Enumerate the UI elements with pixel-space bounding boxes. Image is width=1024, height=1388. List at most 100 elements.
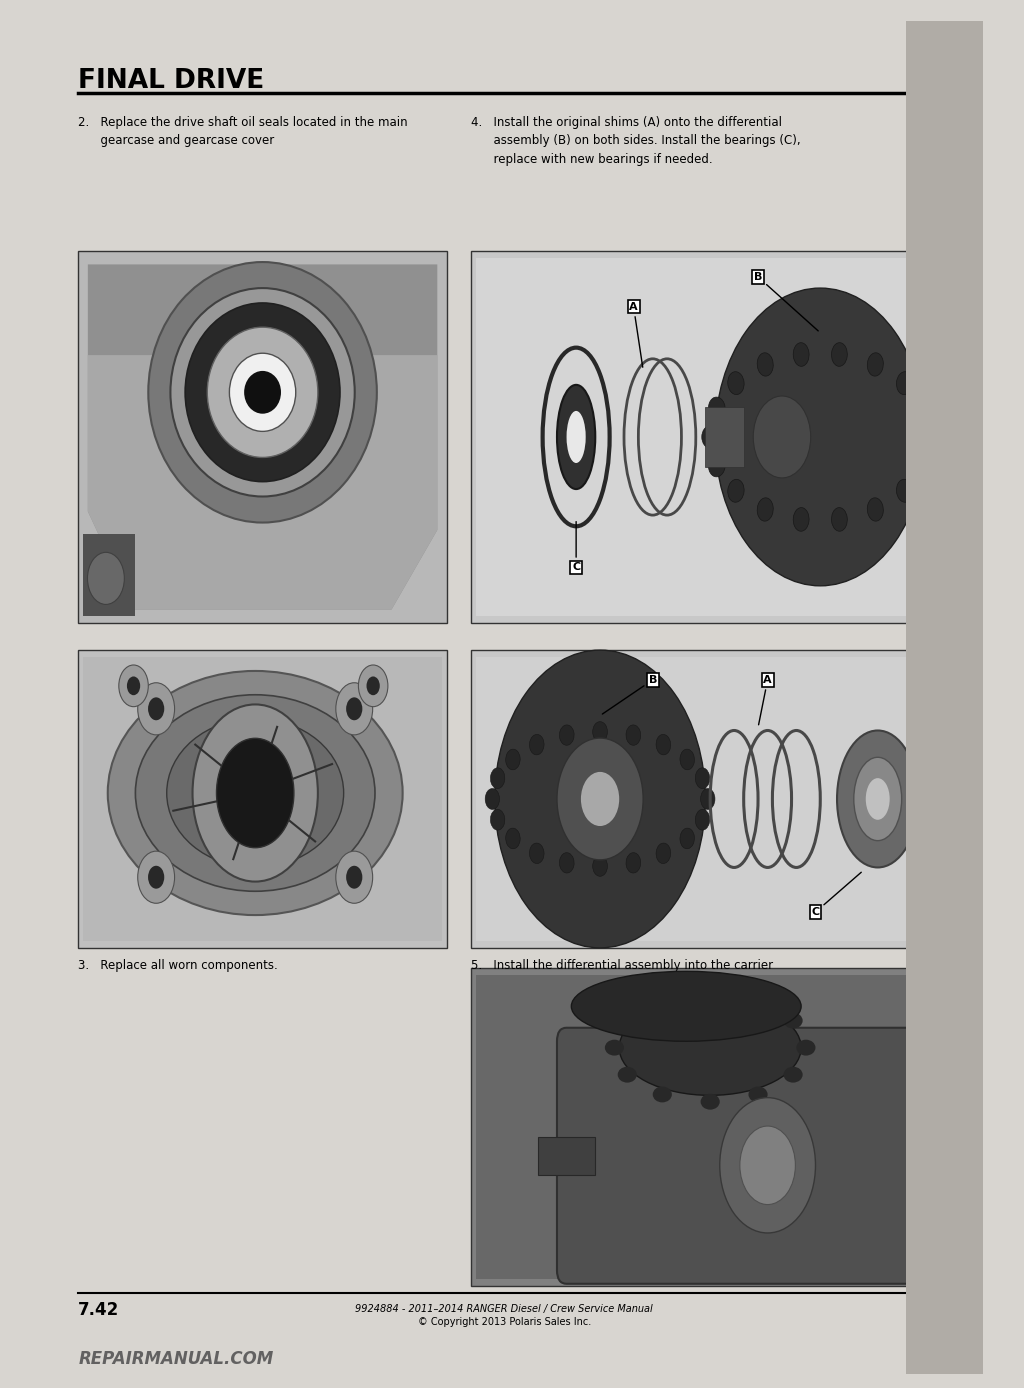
FancyBboxPatch shape xyxy=(557,1027,921,1284)
Ellipse shape xyxy=(797,1040,815,1056)
Circle shape xyxy=(358,665,388,706)
Text: 2.   Replace the drive shaft oil seals located in the main: 2. Replace the drive shaft oil seals loc… xyxy=(78,115,408,129)
Text: FINAL DRIVE: FINAL DRIVE xyxy=(78,68,264,94)
Ellipse shape xyxy=(794,508,809,532)
Ellipse shape xyxy=(620,999,801,1095)
Text: A: A xyxy=(759,675,772,725)
Circle shape xyxy=(336,683,373,734)
Ellipse shape xyxy=(490,768,505,788)
Ellipse shape xyxy=(728,372,744,394)
Circle shape xyxy=(581,772,620,826)
Circle shape xyxy=(193,705,317,881)
Ellipse shape xyxy=(656,843,671,863)
Ellipse shape xyxy=(896,372,912,394)
Circle shape xyxy=(336,851,373,904)
Circle shape xyxy=(720,1098,815,1233)
Ellipse shape xyxy=(754,396,811,477)
Ellipse shape xyxy=(728,479,744,502)
Text: assembly (B) on both sides. Install the bearings (C),: assembly (B) on both sides. Install the … xyxy=(471,135,801,147)
Ellipse shape xyxy=(571,972,801,1041)
Bar xyxy=(475,258,945,616)
Text: 9924884 - 2011–2014 RANGER Diesel / Crew Service Manual: 9924884 - 2011–2014 RANGER Diesel / Crew… xyxy=(355,1303,653,1314)
Ellipse shape xyxy=(695,768,710,788)
Ellipse shape xyxy=(490,809,505,830)
Text: © Copyright 2013 Polaris Sales Inc.: © Copyright 2013 Polaris Sales Inc. xyxy=(418,1317,591,1327)
Ellipse shape xyxy=(700,1094,720,1109)
Ellipse shape xyxy=(709,454,725,477)
Circle shape xyxy=(148,866,164,888)
Text: housing.: housing. xyxy=(471,977,544,991)
Ellipse shape xyxy=(506,750,520,770)
Ellipse shape xyxy=(626,725,641,745)
Text: 4.   Install the original shims (A) onto the differential: 4. Install the original shims (A) onto t… xyxy=(471,115,781,129)
Bar xyxy=(906,21,983,1374)
Circle shape xyxy=(740,1126,796,1205)
Bar xyxy=(538,1137,595,1174)
Ellipse shape xyxy=(229,353,296,432)
Circle shape xyxy=(137,683,174,734)
Ellipse shape xyxy=(593,722,607,743)
Circle shape xyxy=(119,665,148,706)
Ellipse shape xyxy=(170,289,354,497)
Ellipse shape xyxy=(605,1040,624,1056)
Text: B: B xyxy=(754,272,818,330)
Ellipse shape xyxy=(593,856,607,876)
Ellipse shape xyxy=(915,397,932,419)
Ellipse shape xyxy=(831,508,847,532)
Circle shape xyxy=(715,289,926,586)
Bar xyxy=(83,657,442,941)
Bar xyxy=(471,969,949,1287)
Text: 3.   Replace all worn components.: 3. Replace all worn components. xyxy=(78,959,278,972)
Ellipse shape xyxy=(244,371,281,414)
Ellipse shape xyxy=(709,397,725,419)
Text: 7.42: 7.42 xyxy=(78,1301,120,1319)
Text: replace with new bearings if needed.: replace with new bearings if needed. xyxy=(471,154,713,167)
Circle shape xyxy=(367,676,380,695)
Ellipse shape xyxy=(559,852,574,873)
Circle shape xyxy=(127,676,140,695)
Ellipse shape xyxy=(700,985,720,1002)
Ellipse shape xyxy=(831,343,847,366)
Ellipse shape xyxy=(529,734,544,755)
Ellipse shape xyxy=(559,725,574,745)
Bar xyxy=(471,251,949,623)
Bar xyxy=(471,650,949,948)
Ellipse shape xyxy=(135,695,375,891)
Text: A: A xyxy=(630,301,643,368)
Ellipse shape xyxy=(652,1087,672,1102)
Ellipse shape xyxy=(854,758,902,841)
Ellipse shape xyxy=(557,384,595,489)
Circle shape xyxy=(557,738,643,861)
Text: REPAIRMANUAL.COM: REPAIRMANUAL.COM xyxy=(78,1349,273,1367)
Ellipse shape xyxy=(837,730,919,868)
Ellipse shape xyxy=(783,1067,803,1083)
Ellipse shape xyxy=(896,479,912,502)
Ellipse shape xyxy=(680,829,694,849)
Polygon shape xyxy=(88,355,437,609)
Ellipse shape xyxy=(148,262,377,522)
Bar xyxy=(475,657,945,941)
Text: 5.   Install the differential assembly into the carrier: 5. Install the differential assembly int… xyxy=(471,959,773,972)
Ellipse shape xyxy=(700,788,715,809)
Ellipse shape xyxy=(867,353,884,376)
Ellipse shape xyxy=(922,426,939,448)
Text: B: B xyxy=(602,675,657,713)
Ellipse shape xyxy=(701,426,719,448)
Ellipse shape xyxy=(865,779,890,820)
Text: C: C xyxy=(572,522,581,572)
Ellipse shape xyxy=(749,992,768,1009)
Ellipse shape xyxy=(506,829,520,849)
Ellipse shape xyxy=(167,719,344,868)
Ellipse shape xyxy=(783,1013,803,1029)
Circle shape xyxy=(495,650,706,948)
Bar xyxy=(475,974,945,1280)
Bar xyxy=(83,534,134,616)
Bar xyxy=(78,650,446,948)
Bar xyxy=(78,251,446,623)
Circle shape xyxy=(216,738,294,848)
Ellipse shape xyxy=(529,843,544,863)
Circle shape xyxy=(148,697,164,720)
Circle shape xyxy=(87,552,124,604)
Ellipse shape xyxy=(185,303,340,482)
Ellipse shape xyxy=(695,809,710,830)
